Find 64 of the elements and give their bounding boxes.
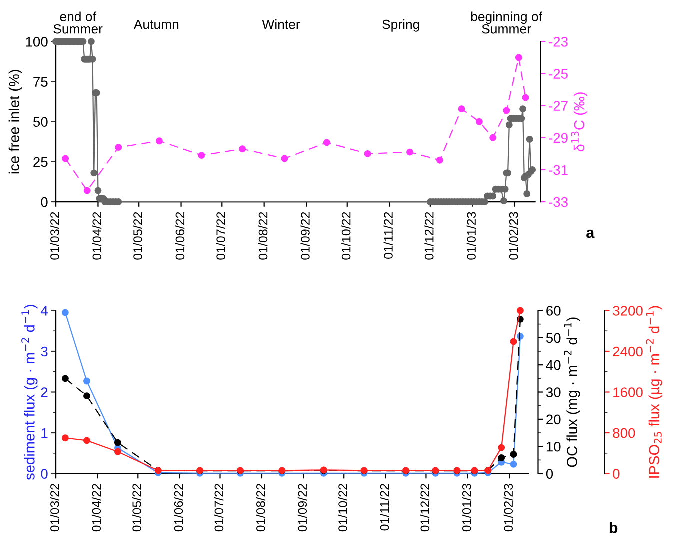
y2-tick-label: 40 [546,360,561,370]
x-tick-label: 01/05/22 [133,212,142,260]
y-tick-label: 0 [41,469,48,479]
y2-tick-label: 0 [546,469,554,479]
y2-tick-label: -29 [549,133,568,144]
y-tick-label: 1 [42,428,48,438]
x-tick-label: 01/07/22 [214,484,224,532]
y-tick-label: 50 [33,117,48,128]
x-tick-label: 01/04/22 [92,212,102,260]
text: Winter [262,20,300,30]
x-tick-label: 01/11/22 [380,484,390,531]
y2-tick-label: 30 [546,388,561,398]
text: Spring [382,20,420,32]
x-tick-label: 01/10/22 [338,484,348,532]
x-tick-label: 01/01/23 [462,484,472,532]
y-tick-label: 100 [26,37,48,47]
y-axis-title: sediment flux (g · m$^{−2}$ d$^{−1}$) [22,305,38,480]
x-tick-label: 01/10/22 [342,212,351,260]
x-tick-label: 01/02/23 [509,212,518,260]
y-tick-label: 75 [34,77,48,87]
y2-tick-label: -27 [549,101,568,111]
x-tick-label: 01/12/22 [420,484,430,532]
y3-tick-label: 1600 [614,388,643,398]
y2-tick-label: 60 [546,306,561,316]
text: b [610,522,618,534]
x-tick-label: 01/08/22 [256,484,266,532]
y3-tick-label: 2400 [613,346,643,357]
y-tick-label: 25 [34,157,48,168]
y-axis-title: ice free inlet (%) [8,70,22,174]
y2-tick-label: -31 [549,165,568,176]
x-tick-label: 01/06/22 [175,212,185,260]
x-tick-label: 01/06/22 [174,484,184,532]
x-tick-label: 01/03/22 [50,212,60,260]
x-tick-label: 01/01/23 [466,212,476,260]
text: a [586,230,595,238]
x-tick-label: 01/07/22 [216,212,226,260]
y-tick-label: 2 [41,388,48,398]
y2-tick-label: 10 [546,442,561,452]
y2-tick-label: 50 [546,333,561,344]
x-tick-label: 01/05/22 [132,484,142,532]
x-tick-label: 01/02/23 [504,484,514,532]
x-tick-label: 01/11/22 [384,212,393,259]
x-tick-label: 01/08/22 [258,212,268,260]
x-tick-label: 01/09/22 [298,484,308,532]
y3-tick-label: 800 [613,428,636,438]
x-tick-label: 01/03/22 [50,484,60,532]
y2-tick-label: 20 [546,414,561,425]
y2-tick-label: -33 [549,197,568,208]
text: beginning of Summer [471,12,542,34]
x-tick-label: 01/12/22 [424,212,434,260]
x-tick-label: 01/09/22 [300,212,310,260]
y2-tick-label: -25 [549,69,568,79]
y-tick-label: 4 [40,306,48,316]
y2-axis-title: δ$^{13}$C (‰) [571,92,588,152]
y3-tick-label: 0 [613,469,620,479]
y-tick-label: 0 [41,197,48,208]
y2-tick-label: -23 [549,37,568,47]
y-tick-label: 3 [41,346,48,357]
text: Autumn [134,20,179,30]
x-tick-label: 01/04/22 [92,484,102,532]
y3-tick-label: 3200 [613,306,643,316]
y3-axis-title: IPSO$_{25}$ flux (µg · m$^{−2}$ d$^{−1}$) [646,306,662,478]
y2-axis-title: OC flux (mg · m$^{−2}$ d$^{−1}$) [564,318,580,468]
text: end of Summer [54,12,103,34]
